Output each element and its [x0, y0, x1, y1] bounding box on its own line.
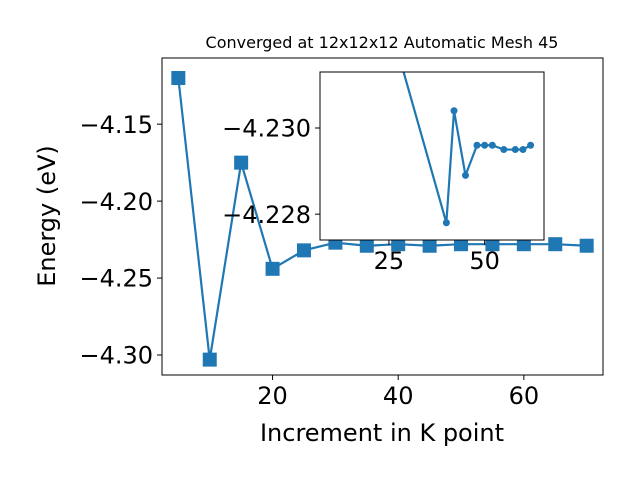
data-point [442, 219, 450, 227]
y-tick-label: −4.230 [222, 115, 311, 143]
y-tick-label: −4.25 [79, 265, 153, 293]
data-point [422, 238, 437, 253]
chart-title: Converged at 12x12x12 Automatic Mesh 45 [206, 33, 559, 52]
data-point [485, 237, 500, 252]
data-point [511, 146, 519, 154]
data-point [488, 141, 496, 149]
main-series [171, 71, 594, 367]
data-point [265, 261, 280, 276]
inset-x-axis: 25 50 [374, 240, 500, 275]
y-tick-label: −4.15 [79, 111, 153, 139]
data-point [454, 237, 469, 252]
main-x-axis: 20 40 60 [257, 375, 539, 410]
data-point [500, 146, 508, 154]
data-point [473, 141, 481, 149]
series-group [402, 72, 535, 227]
y-tick-label: −4.20 [79, 188, 153, 216]
inset-axes-frame [319, 71, 545, 241]
series-group [171, 71, 594, 367]
data-point [450, 107, 458, 115]
data-point [519, 146, 527, 154]
data-point [234, 155, 249, 170]
inset-series [402, 72, 535, 227]
y-tick-label: −4.228 [222, 201, 311, 229]
data-point [359, 238, 374, 253]
y-tick-label: −4.30 [79, 342, 153, 370]
main-plot-area: 20 40 60 −4.15 −4.20 −4.25 −4.30 [79, 57, 604, 410]
inset-y-axis: −4.230 −4.228 [222, 115, 320, 229]
data-point [171, 71, 186, 86]
inset-background [320, 72, 544, 240]
data-point [579, 238, 594, 253]
x-tick-label: 20 [257, 382, 288, 410]
x-tick-label: 50 [469, 247, 500, 275]
data-point [527, 141, 535, 149]
x-axis-label: Increment in K point [260, 419, 504, 447]
data-point [516, 237, 531, 252]
data-point [462, 171, 470, 179]
data-point [548, 237, 563, 252]
x-tick-label: 25 [374, 247, 405, 275]
x-tick-label: 40 [383, 382, 414, 410]
inset-plot-area: 25 50 −4.230 −4.228 [222, 71, 545, 275]
main-axes-frame [161, 57, 604, 376]
data-point [391, 237, 406, 252]
data-point [202, 352, 217, 367]
main-y-axis: −4.15 −4.20 −4.25 −4.30 [79, 111, 162, 370]
data-point [296, 243, 311, 258]
x-tick-label: 60 [509, 382, 540, 410]
y-axis-label: Energy (eV) [33, 145, 61, 287]
data-point [481, 141, 489, 149]
